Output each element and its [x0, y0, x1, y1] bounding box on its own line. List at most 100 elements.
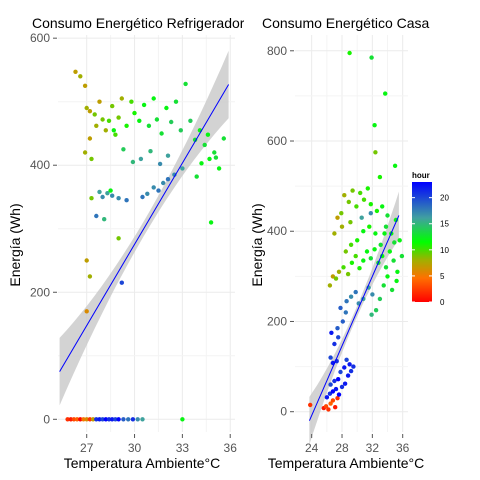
legend-colorbar — [412, 182, 432, 302]
data-point — [103, 128, 109, 133]
data-point — [110, 417, 115, 422]
data-point — [343, 249, 348, 254]
data-point — [103, 417, 109, 422]
x-tick-label: 36 — [224, 441, 238, 455]
data-point — [378, 242, 383, 247]
y-axis-label: Energía (Wh) — [249, 203, 265, 286]
data-point — [377, 296, 383, 302]
data-point — [100, 194, 105, 200]
data-point — [169, 119, 174, 125]
chart-casa: 24 28 32 36 0 200 400 600 800 Consumo Energético… — [249, 15, 430, 471]
data-point — [65, 417, 70, 422]
data-point — [121, 417, 126, 422]
data-points — [308, 50, 405, 412]
data-point — [373, 308, 379, 313]
data-point — [124, 198, 129, 203]
legend-tick-label: 10 — [440, 246, 449, 255]
y-tick-label: 0 — [43, 412, 50, 426]
data-point — [121, 147, 126, 152]
data-point — [397, 238, 402, 243]
data-point — [336, 335, 341, 340]
data-point — [377, 174, 383, 180]
data-point — [156, 188, 161, 193]
data-point — [100, 417, 105, 422]
data-point — [355, 238, 360, 243]
data-point — [102, 217, 107, 222]
data-point — [129, 99, 134, 104]
data-point — [391, 258, 396, 263]
data-point — [84, 309, 89, 314]
data-point — [145, 191, 150, 196]
data-point — [336, 392, 342, 397]
data-point — [151, 185, 156, 190]
data-point — [328, 382, 333, 387]
data-point — [87, 417, 93, 422]
data-point — [346, 199, 351, 205]
title-clip — [244, 10, 480, 34]
data-point — [151, 96, 156, 101]
data-point — [380, 204, 385, 209]
data-point — [180, 417, 185, 422]
data-point — [335, 326, 340, 331]
data-point — [89, 156, 94, 162]
data-point — [108, 188, 113, 193]
data-point — [387, 249, 392, 254]
data-point — [382, 231, 387, 236]
data-point — [326, 407, 331, 412]
data-point — [369, 312, 374, 317]
data-point — [135, 417, 140, 422]
hour-legend: hour 0 5 10 15 20 — [412, 171, 449, 307]
data-point — [199, 161, 204, 166]
data-point — [327, 391, 333, 396]
data-point — [137, 118, 142, 124]
data-point — [74, 417, 80, 422]
data-point — [349, 260, 355, 265]
data-point — [116, 417, 121, 422]
data-point — [194, 174, 199, 179]
data-point — [116, 115, 121, 120]
data-point — [343, 310, 348, 315]
data-point — [146, 123, 152, 128]
data-point — [385, 274, 390, 279]
data-point — [138, 156, 144, 162]
data-point — [132, 110, 137, 116]
data-point — [395, 269, 400, 274]
data-point — [97, 99, 102, 104]
data-point — [84, 258, 89, 263]
data-point — [324, 395, 330, 400]
data-point — [213, 155, 219, 160]
data-point — [202, 142, 207, 148]
data-point — [342, 381, 348, 386]
data-point — [359, 215, 364, 220]
data-point — [116, 196, 121, 201]
data-point — [332, 378, 337, 384]
data-point — [141, 102, 147, 108]
x-tick-label: 36 — [396, 441, 410, 455]
data-point — [113, 132, 118, 137]
y-tick-label: 400 — [267, 224, 287, 238]
data-point — [374, 208, 380, 214]
data-point — [330, 274, 336, 279]
data-point — [353, 253, 358, 259]
data-point — [367, 224, 372, 229]
data-point — [180, 166, 185, 171]
chart-title: Consumo Energético Casa — [262, 15, 430, 31]
data-point — [330, 389, 336, 394]
data-point — [333, 276, 339, 281]
trend-line — [59, 84, 230, 372]
x-axis-label: Temperatura Ambiente°C — [64, 455, 221, 471]
data-point — [341, 265, 346, 270]
y-axis-label: Energía (Wh) — [7, 203, 23, 286]
data-point — [124, 123, 129, 128]
trend-line-path — [308, 215, 400, 421]
data-point — [383, 91, 388, 96]
trend-line-path — [59, 84, 230, 372]
data-point — [368, 202, 373, 207]
data-point — [344, 357, 349, 362]
data-point — [329, 330, 334, 335]
legend-tick-label: 20 — [440, 194, 449, 203]
data-point — [365, 186, 370, 191]
data-point — [94, 123, 99, 128]
data-point — [328, 401, 333, 406]
